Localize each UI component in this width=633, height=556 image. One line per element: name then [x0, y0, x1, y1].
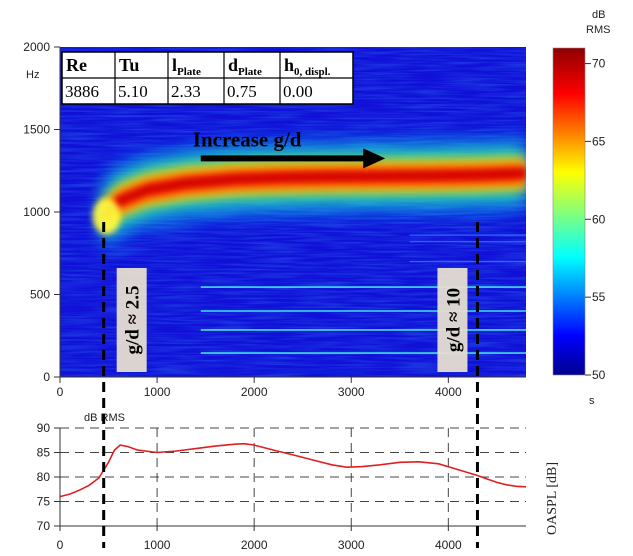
colorbar-tick-label: 55 — [592, 290, 606, 304]
x-tick-label: 0 — [57, 385, 64, 399]
harmonic-lines — [200, 234, 526, 354]
oaspl-x-tick-label: 0 — [57, 538, 64, 552]
arrow-label: Increase g/d — [193, 127, 302, 151]
ridge-onset-spot — [92, 198, 121, 235]
ridge-core-dark-red — [103, 168, 526, 222]
x-tick-label: 2000 — [241, 385, 268, 399]
oaspl-y-tick-label: 90 — [37, 421, 51, 435]
colorbar-gradient — [552, 47, 586, 376]
spectrogram-axes: 0 500 1000 1500 2000 0 1000 2000 3000 4000 — [23, 40, 526, 399]
x-tick-label: 3000 — [338, 385, 365, 399]
table-header: dPlate — [228, 55, 262, 78]
colorbar-tick-label: 50 — [592, 368, 606, 382]
y-tick-label: 1000 — [23, 205, 50, 219]
gd-marker-label-right: g/d ≈ 10 — [443, 288, 464, 352]
colorbar-unit-s: s — [589, 395, 595, 407]
colorbar-unit-rms: RMS — [586, 24, 610, 36]
spectrogram-panel: 0 500 1000 1500 2000 0 1000 2000 3000 4000 Hz Re 3… — [23, 40, 526, 399]
gd-markers: g/d ≈ 2.5 g/d ≈ 10 — [102, 222, 479, 548]
increase-arrow: Increase g/d — [193, 127, 386, 169]
table-value: 5.10 — [118, 82, 148, 101]
table-value: 0.00 — [283, 82, 313, 101]
table-header: h0, displ. — [284, 55, 331, 78]
table-value: 2.33 — [171, 82, 201, 101]
colorbar-unit-db: dB — [592, 9, 605, 21]
parameter-table: Re 3886 Tu 5.10 lPlate 2.33 dPlate 0.75 h0, disp… — [61, 51, 354, 105]
y-tick-label: 0 — [43, 370, 50, 384]
oaspl-x-tick-label: 3000 — [338, 538, 365, 552]
table-header: Tu — [119, 55, 139, 75]
table-header: Re — [66, 55, 87, 75]
y-tick-label: 500 — [30, 288, 50, 302]
colorbar: dB RMS s 50 55 60 65 70 — [552, 9, 610, 407]
colorbar-tick-label: 70 — [592, 57, 606, 71]
x-tick-label: 4000 — [435, 385, 462, 399]
oaspl-x-tick-label: 4000 — [435, 538, 462, 552]
oaspl-axes: 70 75 80 85 90 0 1000 2000 3000 4000 — [37, 421, 526, 552]
y-tick-label: 2000 — [23, 40, 50, 54]
table-header: lPlate — [172, 55, 201, 78]
colorbar-tick-label: 60 — [592, 212, 606, 226]
oaspl-series-line — [59, 442, 527, 498]
oaspl-x-tick-label: 1000 — [144, 538, 171, 552]
table-value: 0.75 — [227, 82, 257, 101]
x-tick-label: 1000 — [144, 385, 171, 399]
gd-marker-label-left: g/d ≈ 2.5 — [123, 285, 144, 354]
colorbar-tick-label: 65 — [592, 134, 606, 148]
oaspl-y-tick-label: 70 — [37, 519, 51, 533]
gd-marker-box-right — [437, 268, 468, 372]
oaspl-y-tick-label: 80 — [37, 470, 51, 484]
arrow-shape — [200, 148, 386, 169]
oaspl-grid — [60, 427, 526, 526]
table-value: 3886 — [65, 82, 99, 101]
oaspl-x-tick-label: 2000 — [241, 538, 268, 552]
oaspl-axis-label: OASPL [dB] — [545, 462, 560, 535]
gd-marker-box-left — [116, 268, 147, 372]
y-axis-label: Hz — [26, 69, 39, 81]
oaspl-y-tick-label: 85 — [37, 446, 51, 460]
colorbar-ticks: 50 55 60 65 70 — [585, 57, 606, 382]
y-tick-label: 1500 — [23, 123, 50, 137]
spectrogram-ridge-layers — [92, 137, 526, 254]
oaspl-y-tick-label: 75 — [37, 495, 51, 509]
